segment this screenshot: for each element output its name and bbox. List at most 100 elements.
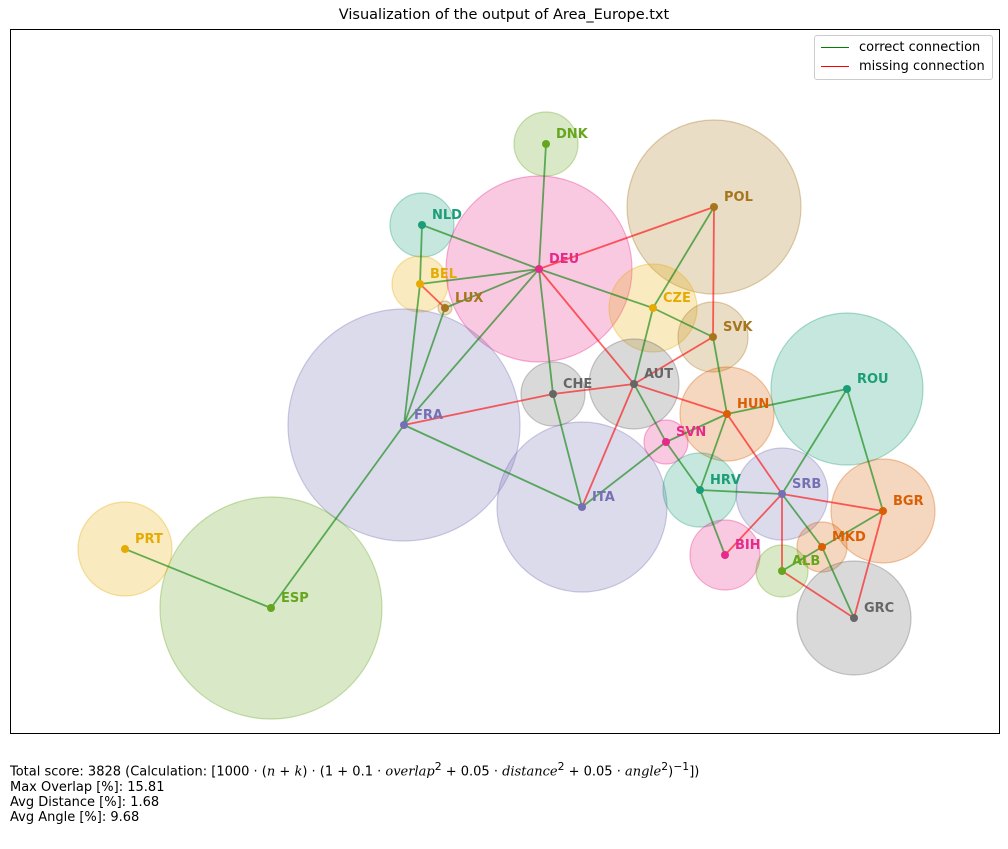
avg-angle: Avg Angle [%]: 9.68 xyxy=(10,810,140,825)
edge-missing-hun-srb xyxy=(726,413,783,495)
edge-correct-hrv-srb xyxy=(699,489,783,495)
node-point-rou xyxy=(843,385,851,393)
edge-correct-deu-bel xyxy=(419,268,540,285)
node-point-che xyxy=(549,390,557,398)
legend-line-green xyxy=(821,47,849,48)
node-label-hrv: HRV xyxy=(710,473,741,488)
edge-correct-deu-cze xyxy=(538,268,654,309)
edge-correct-aut-svn xyxy=(633,383,667,443)
node-point-prt xyxy=(121,545,129,553)
edge-correct-deu-lux xyxy=(444,268,540,309)
node-point-mkd xyxy=(818,543,826,551)
edge-correct-nld-bel xyxy=(419,224,423,285)
edge-missing-srb-bih xyxy=(724,493,783,556)
node-label-che: CHE xyxy=(563,377,592,392)
node-label-esp: ESP xyxy=(281,591,309,606)
node-point-pol xyxy=(710,203,718,211)
node-point-hun xyxy=(723,410,731,418)
node-point-svn xyxy=(662,438,670,446)
node-point-grc xyxy=(850,614,858,622)
node-label-mkd: MKD xyxy=(832,530,866,545)
edge-correct-esp-prt xyxy=(124,548,272,609)
node-label-bgr: BGR xyxy=(893,494,924,509)
node-label-pol: POL xyxy=(724,190,753,205)
edge-correct-hun-rou xyxy=(726,388,848,415)
edge-correct-mkd-grc xyxy=(821,546,855,619)
edge-correct-mkd-bgr xyxy=(821,510,884,548)
node-point-bih xyxy=(721,551,729,559)
node-point-hrv xyxy=(696,486,704,494)
edge-correct-pol-cze xyxy=(652,206,715,309)
edge-correct-svn-ita xyxy=(581,441,667,508)
avg-distance: Avg Distance [%]: 1.68 xyxy=(10,795,160,810)
node-point-srb xyxy=(778,490,786,498)
edge-correct-srb-rou xyxy=(781,388,848,495)
edge-correct-rou-bgr xyxy=(846,388,884,512)
node-label-lux: LUX xyxy=(455,291,483,306)
node-label-aut: AUT xyxy=(644,367,673,382)
edge-missing-bgr-grc xyxy=(853,510,884,619)
edge-correct-hrv-bih xyxy=(699,489,726,556)
edge-missing-srb-bgr xyxy=(781,493,884,512)
node-point-lux xyxy=(441,304,449,312)
node-label-svk: SVK xyxy=(723,320,753,335)
node-label-rou: ROU xyxy=(857,372,889,387)
node-point-alb xyxy=(778,567,786,575)
node-point-aut xyxy=(630,380,638,388)
legend-item-missing: missing connection xyxy=(821,59,985,74)
edge-correct-cze-svk xyxy=(652,307,714,338)
total-score: Total score: 3828 (Calculation: [1000 · … xyxy=(10,760,700,780)
node-label-grc: GRC xyxy=(864,601,894,616)
edge-correct-bel-fra xyxy=(403,283,421,426)
edge-correct-fra-esp xyxy=(270,424,405,609)
edge-missing-alb-grc xyxy=(781,570,855,619)
node-point-bel xyxy=(416,280,424,288)
legend-label: missing connection xyxy=(859,59,985,74)
node-label-dnk: DNK xyxy=(556,127,589,142)
edge-correct-dnk-deu xyxy=(538,143,547,270)
edge-correct-nld-deu xyxy=(421,224,540,270)
edge-missing-pol-svk xyxy=(712,206,715,338)
node-label-bel: BEL xyxy=(430,267,457,282)
node-label-srb: SRB xyxy=(792,477,821,492)
edge-correct-fra-ita xyxy=(403,424,583,508)
edge-correct-svn-hrv xyxy=(665,441,701,491)
node-point-fra xyxy=(400,421,408,429)
edge-correct-che-ita xyxy=(552,393,583,508)
edge-correct-svn-hun xyxy=(665,413,728,443)
max-overlap: Max Overlap [%]: 15.81 xyxy=(10,780,165,795)
edge-correct-srb-mkd xyxy=(781,493,823,548)
edge-correct-deu-fra xyxy=(403,268,540,426)
edge-missing-bel-lux xyxy=(419,283,446,309)
node-label-fra: FRA xyxy=(414,408,443,423)
axes-frame xyxy=(10,29,1000,734)
node-point-cze xyxy=(649,304,657,312)
node-label-svn: SVN xyxy=(676,425,706,440)
legend-item-correct: correct connection xyxy=(821,40,980,55)
node-point-svk xyxy=(709,333,717,341)
legend: correct connection missing connection xyxy=(814,35,993,80)
node-label-cze: CZE xyxy=(663,291,691,306)
node-point-bgr xyxy=(879,507,887,515)
node-label-prt: PRT xyxy=(135,532,163,547)
edge-missing-aut-hun xyxy=(633,383,728,415)
node-point-nld xyxy=(418,221,426,229)
node-label-nld: NLD xyxy=(432,208,462,223)
legend-label: correct connection xyxy=(859,40,981,55)
edge-missing-aut-ita xyxy=(581,383,635,508)
node-label-ita: ITA xyxy=(592,490,615,505)
edge-missing-svk-aut xyxy=(633,336,714,385)
edge-correct-cze-aut xyxy=(633,307,654,385)
edge-missing-che-aut xyxy=(552,383,635,395)
node-point-dnk xyxy=(542,140,550,148)
edge-correct-svk-hun xyxy=(712,336,728,415)
edge-correct-hun-hrv xyxy=(699,413,728,491)
node-label-deu: DEU xyxy=(549,252,579,267)
edge-correct-mkd-alb xyxy=(781,546,823,572)
legend-line-red xyxy=(821,66,849,67)
edge-missing-deu-aut xyxy=(538,268,635,385)
edge-missing-deu-pol xyxy=(538,206,715,270)
node-label-hun: HUN xyxy=(737,397,769,412)
edge-missing-fra-che xyxy=(403,393,554,426)
